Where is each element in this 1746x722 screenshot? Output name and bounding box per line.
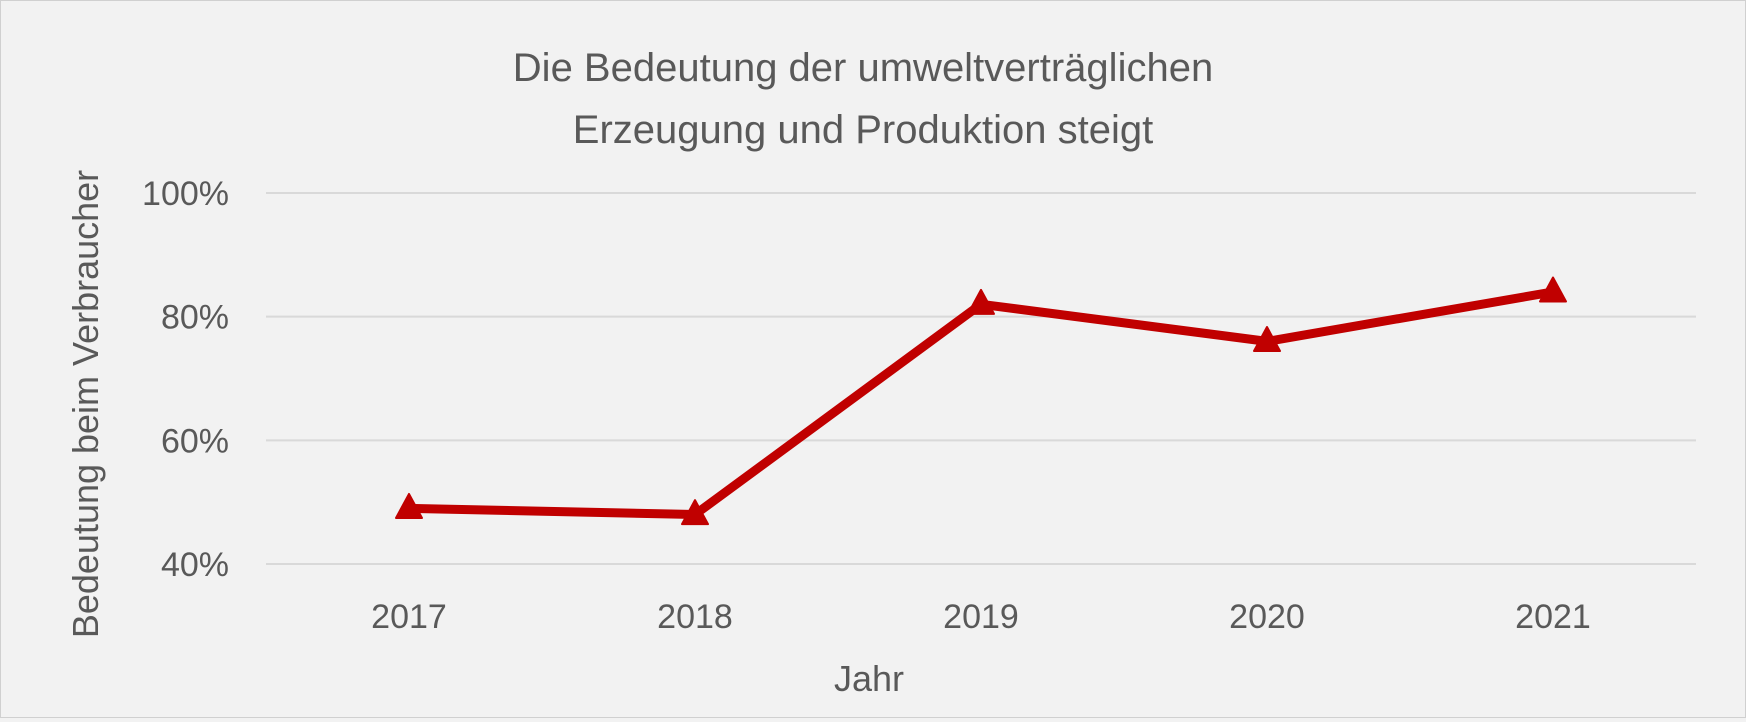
chart-title-line-2: Erzeugung und Produktion steigt — [573, 108, 1153, 152]
x-tick-label: 2021 — [1515, 598, 1591, 636]
triangle-marker — [395, 492, 423, 519]
gridlines — [266, 192, 1696, 565]
triangle-marker — [681, 499, 709, 526]
x-axis-label: Jahr — [834, 658, 904, 699]
y-tick-label: 60% — [161, 422, 229, 460]
x-axis-tick-labels: 2017 2018 2019 2020 2021 — [371, 598, 1591, 636]
series-group — [395, 276, 1567, 526]
y-axis-tick-labels: 40% 60% 80% 100% — [142, 175, 229, 584]
x-tick-label: 2020 — [1229, 598, 1305, 636]
chart-title: Die Bedeutung der umweltverträglichen Er… — [513, 46, 1213, 152]
triangle-marker — [967, 288, 995, 315]
y-tick-label: 40% — [161, 546, 229, 584]
triangle-marker — [1253, 326, 1281, 352]
y-tick-label: 100% — [142, 175, 229, 213]
series-line — [404, 287, 1558, 520]
x-tick-label: 2018 — [657, 598, 733, 636]
chart-title-line-1: Die Bedeutung der umweltverträglichen — [513, 46, 1213, 90]
x-tick-label: 2019 — [943, 598, 1019, 636]
x-tick-label: 2017 — [371, 598, 447, 636]
y-tick-label: 80% — [161, 299, 229, 337]
y-axis-label: Bedeutung beim Verbraucher — [65, 170, 106, 638]
triangle-marker — [1539, 276, 1567, 303]
